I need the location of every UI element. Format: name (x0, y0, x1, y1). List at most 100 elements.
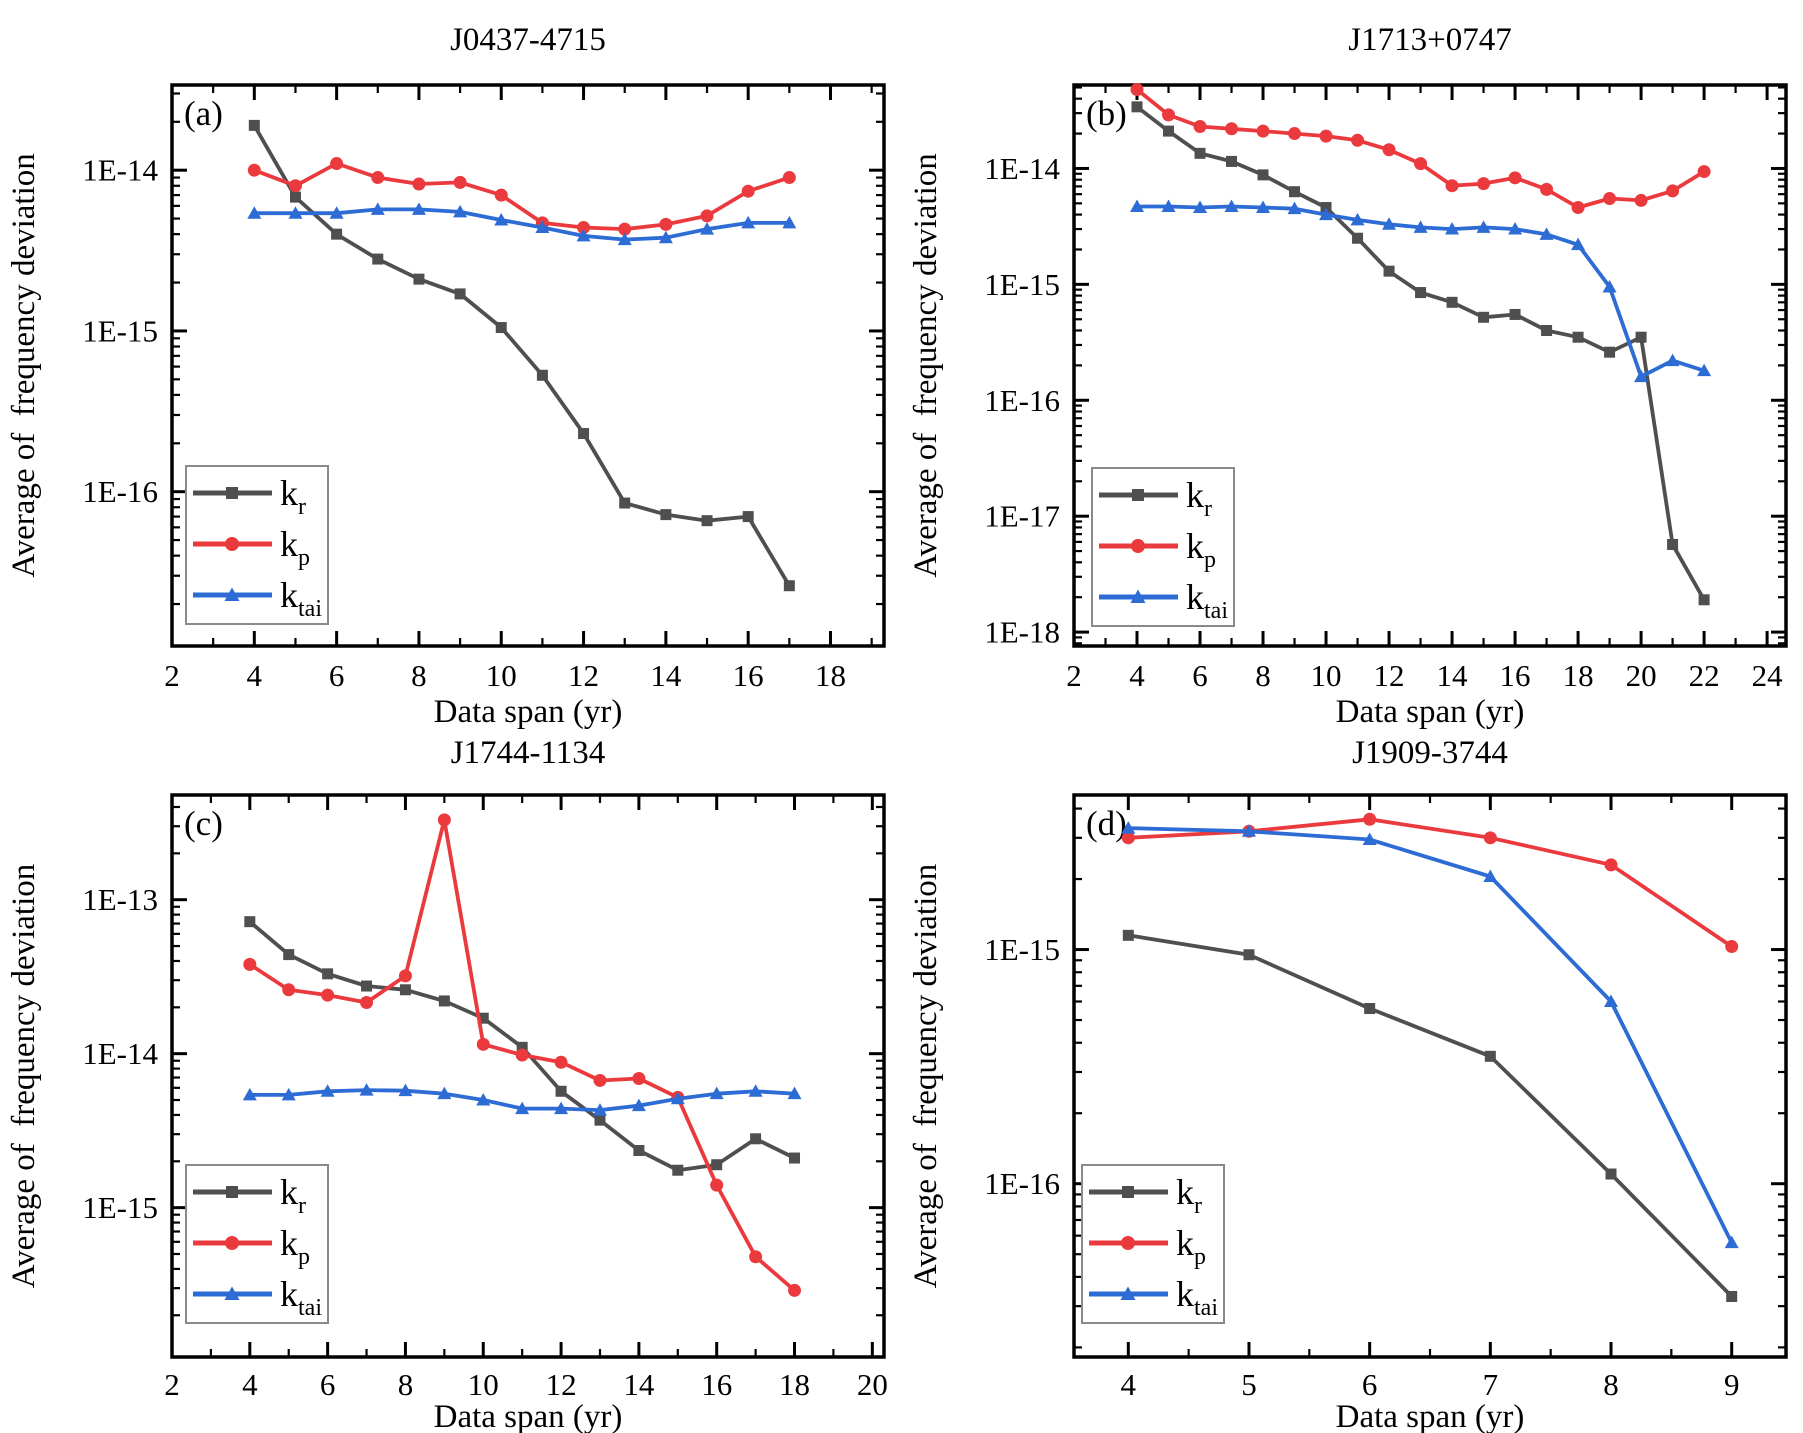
marker-triangle (1483, 869, 1498, 883)
marker-circle (1414, 157, 1428, 171)
marker-triangle (700, 222, 715, 235)
marker-circle (321, 988, 335, 1002)
legend-label-kp: kp (1186, 526, 1216, 573)
x-axis-label: Data span (yr) (1336, 1399, 1525, 1433)
marker-circle (1477, 177, 1491, 191)
series-kr (1122, 929, 1738, 1302)
marker-triangle (1697, 363, 1712, 377)
marker-square (516, 1041, 528, 1053)
marker-triangle (787, 1086, 802, 1100)
x-tick-label: 4 (242, 1367, 258, 1402)
legend-marker-circle (1121, 1236, 1135, 1250)
series-kp (1121, 812, 1739, 954)
marker-square (1605, 1168, 1617, 1180)
marker-triangle (1193, 200, 1208, 214)
marker-circle (453, 175, 467, 189)
marker-triangle (370, 202, 385, 215)
series-kp-line (1135, 87, 1706, 210)
marker-square (672, 1164, 684, 1176)
x-tick-label: 2 (164, 658, 180, 693)
x-tick-label: 5 (1241, 1367, 1257, 1402)
marker-circle (1725, 940, 1739, 954)
marker-square (1243, 949, 1255, 961)
marker-square (322, 968, 334, 980)
marker-circle (1382, 143, 1396, 157)
marker-triangle (1508, 222, 1523, 235)
chart-panel-d: J1909-3744 (d) 4 5 6 7 8 9 1E-15 1E-16 Data span (… (902, 717, 1803, 1433)
marker-square (1635, 331, 1647, 343)
marker-circle (749, 1250, 763, 1264)
marker-triangle (1121, 821, 1136, 834)
panel-letter: (b) (1086, 94, 1127, 133)
series-kp (247, 157, 796, 236)
marker-circle (1571, 201, 1585, 215)
x-tick-label: 12 (568, 658, 599, 693)
marker-square (372, 253, 384, 265)
marker-triangle (1604, 994, 1619, 1007)
legend-marker-circle (1131, 539, 1145, 553)
marker-triangle (288, 206, 303, 219)
marker-triangle (1571, 237, 1586, 251)
marker-square (399, 984, 411, 996)
x-tick-label: 8 (1255, 658, 1271, 693)
x-axis-label: Data span (yr) (1336, 694, 1525, 730)
y-tick-label: 1E-18 (984, 615, 1060, 650)
marker-square (594, 1114, 606, 1126)
series-ktai (1121, 821, 1739, 1249)
marker-circle (371, 171, 385, 185)
series-kp-line (1126, 817, 1734, 949)
series-kr (248, 119, 795, 592)
legend-label-kp: kp (280, 524, 310, 571)
marker-triangle (515, 1101, 530, 1115)
series-kr (244, 916, 801, 1176)
marker-square (578, 428, 590, 440)
marker-circle (1603, 192, 1617, 206)
marker-circle (554, 1055, 568, 1069)
marker-square (454, 288, 466, 300)
y-tick-label: 1E-14 (82, 1036, 158, 1071)
legend-marker-square (226, 487, 238, 499)
panel-title: J1713+0747 (1348, 22, 1511, 58)
x-tick-label: 14 (650, 658, 682, 693)
marker-triangle (411, 202, 426, 215)
x-tick-label: 4 (1121, 1367, 1137, 1402)
legend-label-kr: kr (280, 473, 306, 520)
marker-triangle (782, 215, 797, 229)
series-kp (1130, 82, 1711, 215)
x-tick-label: 8 (398, 1367, 414, 1402)
y-tick-label: 1E-13 (82, 882, 158, 917)
marker-triangle (554, 1101, 569, 1115)
x-tick-label: 18 (1563, 658, 1594, 693)
legend-marker-square (1122, 1186, 1134, 1198)
marker-circle (700, 209, 714, 223)
y-tick-label: 1E-15 (82, 1190, 158, 1225)
y-tick-label: 1E-14 (984, 151, 1060, 186)
y-tick-label: 1E-15 (984, 932, 1060, 967)
marker-circle (330, 157, 344, 171)
marker-triangle (476, 1093, 491, 1106)
marker-triangle (281, 1087, 296, 1101)
marker-triangle (329, 206, 344, 219)
marker-circle (1193, 120, 1207, 134)
legend-marker-square (1132, 489, 1144, 501)
x-tick-label: 16 (1500, 658, 1531, 693)
panel-title: J0437-4715 (450, 22, 606, 58)
marker-triangle (1382, 217, 1397, 230)
marker-square (477, 1012, 489, 1024)
x-tick-label: 6 (320, 1367, 336, 1402)
legend-marker-triangle (1130, 589, 1146, 603)
axes: 4 5 6 7 8 9 1E-15 1E-16 (984, 795, 1786, 1402)
marker-square (1194, 147, 1206, 159)
marker-circle (710, 1178, 724, 1192)
x-tick-label: 10 (1311, 658, 1342, 693)
marker-circle (618, 222, 632, 236)
marker-triangle (437, 1086, 452, 1100)
x-tick-label: 6 (1362, 1367, 1378, 1402)
chart-svg-d: J1909-3744 (d) 4 5 6 7 8 9 1E-15 1E-16 Data span (… (908, 735, 1788, 1433)
series-ktai-line (1126, 826, 1734, 1245)
chart-svg-c: J1744-1134 (c) 2 4 6 8 10 12 14 16 18 20 1E-13 1E-14 1… (6, 735, 888, 1433)
y-tick-label: 1E-16 (984, 1166, 1060, 1201)
marker-circle (1121, 831, 1135, 845)
